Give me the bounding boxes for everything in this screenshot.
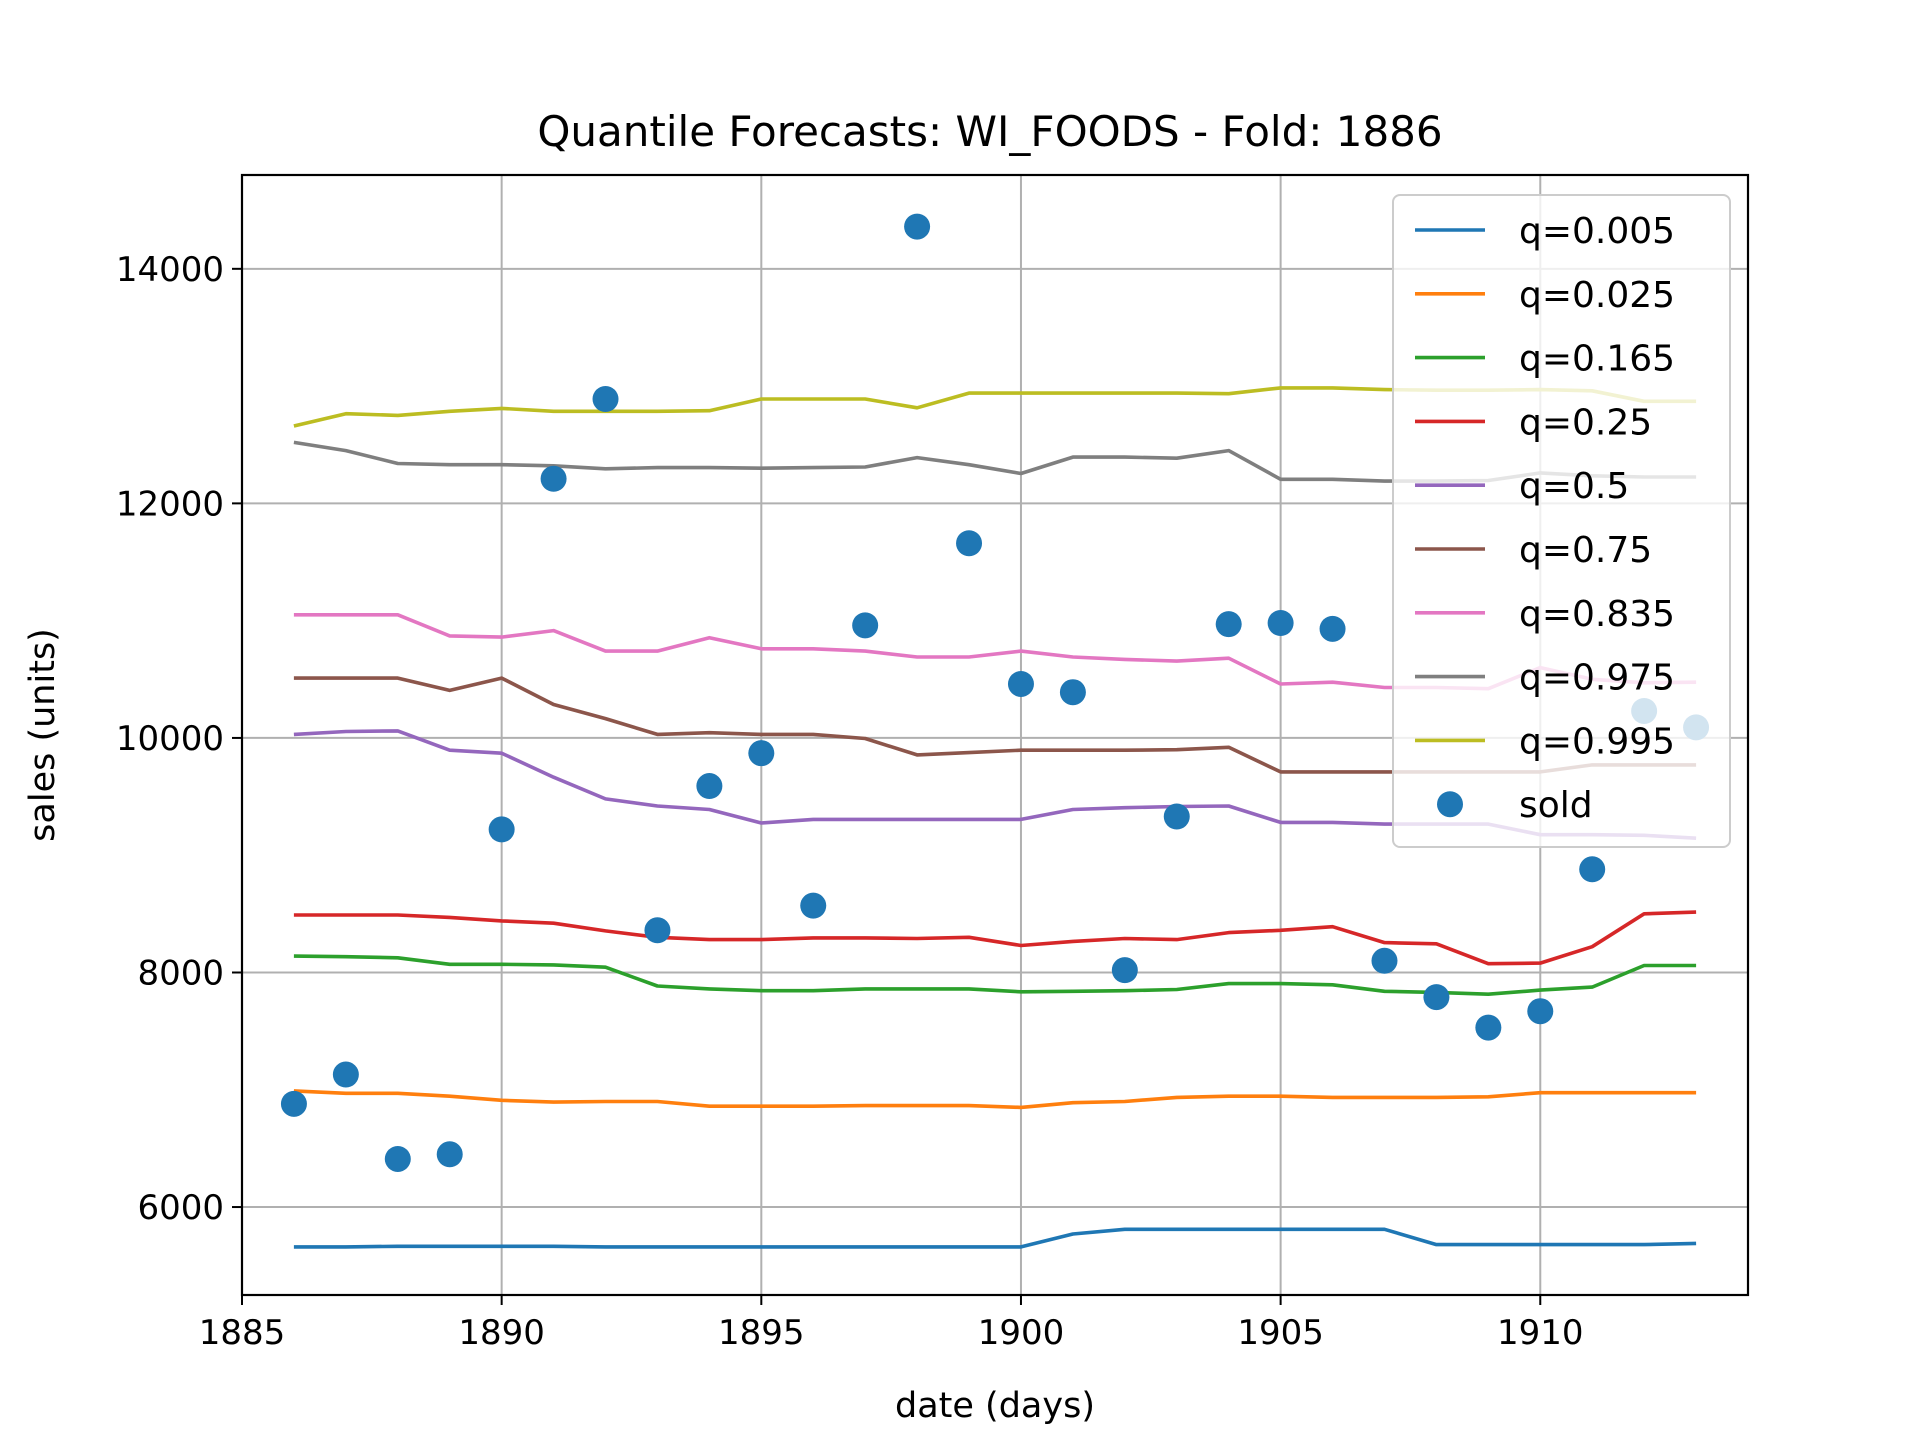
legend-entry: q=0.835 — [1519, 594, 1675, 635]
series-line-q-0-025 — [293, 1089, 1697, 1110]
sold-point — [384, 1145, 411, 1172]
chart-title: Quantile Forecasts: WI_FOODS - Fold: 188… — [537, 107, 1442, 156]
legend-entry: q=0.25 — [1519, 402, 1652, 443]
sold-point — [488, 816, 515, 843]
sold-point — [280, 1090, 307, 1117]
sold-point — [436, 1141, 463, 1168]
axis-ticks: 1885 1890 1895 1900 1905 1910 6000 8000 10000 120… — [116, 250, 1584, 1353]
legend-entry: q=0.025 — [1519, 275, 1675, 316]
sold-point — [592, 386, 619, 412]
x-tick-label: 1900 — [978, 1313, 1065, 1353]
sold-point — [332, 1061, 359, 1088]
y-tick-label: 6000 — [137, 1188, 224, 1228]
sold-point — [1579, 856, 1606, 883]
legend-entry: q=0.005 — [1519, 211, 1675, 252]
x-tick-label: 1890 — [458, 1313, 545, 1353]
legend: q=0.005 q=0.025 q=0.165 q=0.25 q=0.5 q=0.75 q=… — [1392, 194, 1731, 848]
series-line-q-0-005 — [293, 1227, 1697, 1249]
sold-point — [748, 740, 775, 767]
series-line-q-0-25 — [293, 910, 1697, 966]
sold-point — [904, 213, 931, 240]
y-tick-label: 8000 — [137, 953, 224, 993]
x-tick-label: 1895 — [718, 1313, 805, 1353]
legend-entry: q=0.165 — [1519, 339, 1675, 380]
sold-point — [1319, 615, 1346, 642]
sold-point — [1059, 679, 1086, 706]
plot-frame — [240, 173, 1750, 1297]
sold-point — [852, 612, 879, 639]
legend-marker — [1437, 791, 1463, 818]
x-tick-label: 1905 — [1237, 1313, 1324, 1353]
sold-point — [1007, 670, 1034, 697]
y-tick-label: 14000 — [116, 250, 224, 290]
legend-entry: q=0.5 — [1519, 466, 1629, 507]
sold-point — [696, 773, 723, 800]
x-axis-label: date (days) — [895, 1386, 1095, 1426]
y-tick-label: 12000 — [116, 484, 224, 524]
sold-points — [280, 213, 1710, 1172]
sold-point — [1111, 957, 1138, 984]
legend-entry: q=0.75 — [1519, 530, 1652, 571]
series-line-q-0-165 — [293, 954, 1697, 997]
y-axis-label: sales (units) — [23, 628, 63, 842]
legend-entry: q=0.995 — [1519, 721, 1675, 762]
y-tick-label: 10000 — [116, 719, 224, 759]
sold-point — [1267, 610, 1294, 636]
sold-point — [1527, 998, 1554, 1025]
legend-entry: q=0.975 — [1519, 658, 1675, 699]
sold-point — [956, 530, 983, 557]
sold-point — [1371, 947, 1398, 974]
sold-point — [1163, 803, 1190, 830]
sold-point — [644, 917, 671, 944]
sold-point — [1423, 984, 1450, 1011]
x-tick-label: 1910 — [1497, 1313, 1584, 1353]
sold-point — [800, 892, 827, 919]
sold-point — [540, 465, 567, 492]
sold-point — [1215, 611, 1242, 638]
x-tick-label: 1885 — [199, 1313, 286, 1353]
sold-point — [1475, 1014, 1502, 1041]
legend-entry: sold — [1519, 785, 1593, 826]
